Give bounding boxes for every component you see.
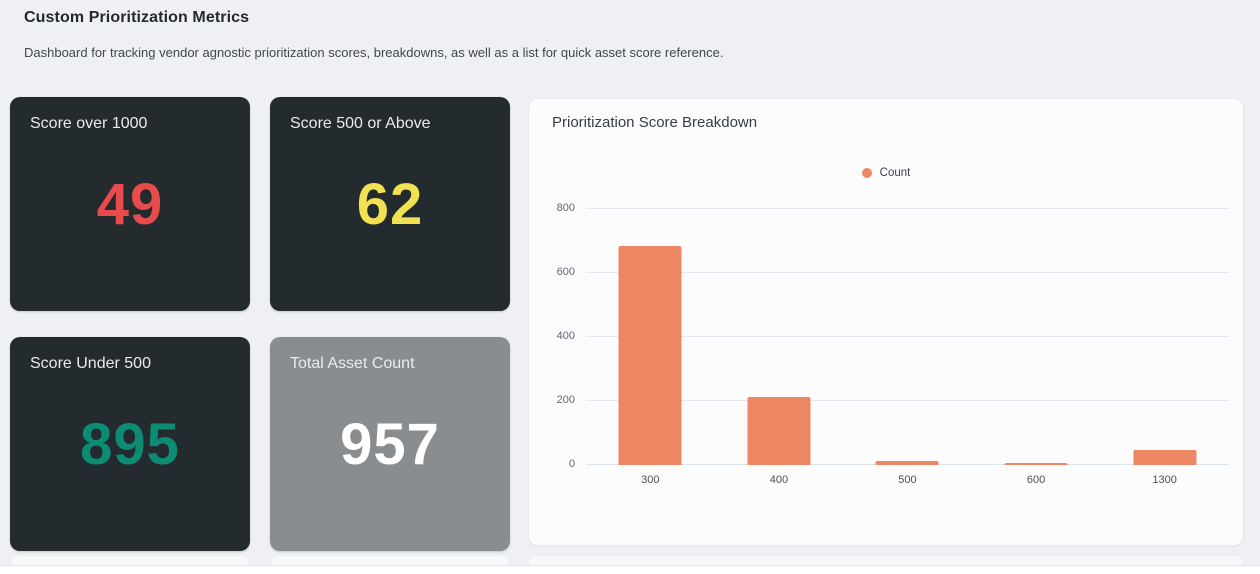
metric-card-total-asset-count: Total Asset Count 957	[270, 337, 510, 551]
gridline-y-200: 200	[557, 394, 1229, 406]
next-row-panels-peek	[0, 555, 1260, 565]
prioritization-score-breakdown-panel: Prioritization Score Breakdown Count 0 20…	[528, 98, 1244, 546]
bar-300[interactable]	[618, 245, 682, 465]
x-axis-tick-label: 500	[898, 474, 917, 486]
next-row-panel-peek	[270, 555, 510, 565]
chart-title: Prioritization Score Breakdown	[552, 114, 758, 131]
gridline-y-400: 400	[557, 330, 1229, 342]
metric-card-label: Score 500 or Above	[290, 115, 431, 132]
metric-card-label: Total Asset Count	[290, 355, 415, 372]
bar-slot-500: 500	[843, 209, 972, 486]
x-axis-tick-label: 1300	[1152, 474, 1177, 486]
legend-dot-icon	[861, 168, 872, 178]
page-title: Custom Prioritization Metrics	[24, 9, 250, 26]
y-axis-tick-label: 200	[556, 394, 575, 406]
page-subtitle: Dashboard for tracking vendor agnostic p…	[24, 45, 724, 60]
y-axis-tick-label: 800	[556, 202, 575, 214]
bar-chart-plot-area: 0 200 400 600 800 300 400 500 600 1300	[557, 202, 1229, 486]
bar-slot-300: 300	[586, 209, 715, 486]
metric-card-value: 895	[80, 411, 180, 477]
metric-card-label: Score Under 500	[30, 355, 151, 372]
y-axis-tick-label: 400	[556, 330, 575, 342]
x-axis-tick-label: 600	[1026, 474, 1046, 486]
y-axis-tick-label: 600	[556, 266, 575, 278]
bar-1300[interactable]	[1133, 449, 1197, 465]
next-row-panel-peek	[528, 555, 1244, 565]
legend-label: Count	[879, 167, 911, 179]
gridline-y-800: 800	[557, 202, 1229, 214]
metric-card-value: 62	[356, 171, 424, 237]
metric-card-score-over-1000: Score over 1000 49	[10, 97, 250, 311]
metric-card-score-under-500: Score Under 500 895	[10, 337, 250, 551]
y-axis-tick-label: 0	[568, 458, 575, 470]
chart-legend[interactable]: Count	[529, 167, 1243, 179]
metric-card-score-500-or-above: Score 500 or Above 62	[270, 97, 510, 311]
bar-slot-1300: 1300	[1100, 209, 1229, 486]
x-axis-tick-label: 400	[769, 474, 789, 486]
metric-cards-grid: Score over 1000 49 Score 500 or Above 62…	[10, 97, 510, 551]
bar-500[interactable]	[875, 461, 939, 465]
bar-400[interactable]	[747, 396, 811, 465]
x-axis-tick-label: 300	[641, 474, 660, 486]
metric-card-value: 49	[96, 171, 164, 237]
bar-slot-400: 400	[715, 209, 844, 486]
bars-row: 300 400 500 600 1300	[586, 209, 1229, 486]
gridline-y-600: 600	[557, 266, 1229, 278]
next-row-panel-peek	[10, 555, 250, 565]
metric-card-label: Score over 1000	[30, 115, 148, 132]
metric-card-value: 957	[340, 411, 440, 477]
bar-600[interactable]	[1004, 463, 1068, 465]
bar-slot-600: 600	[972, 209, 1101, 486]
